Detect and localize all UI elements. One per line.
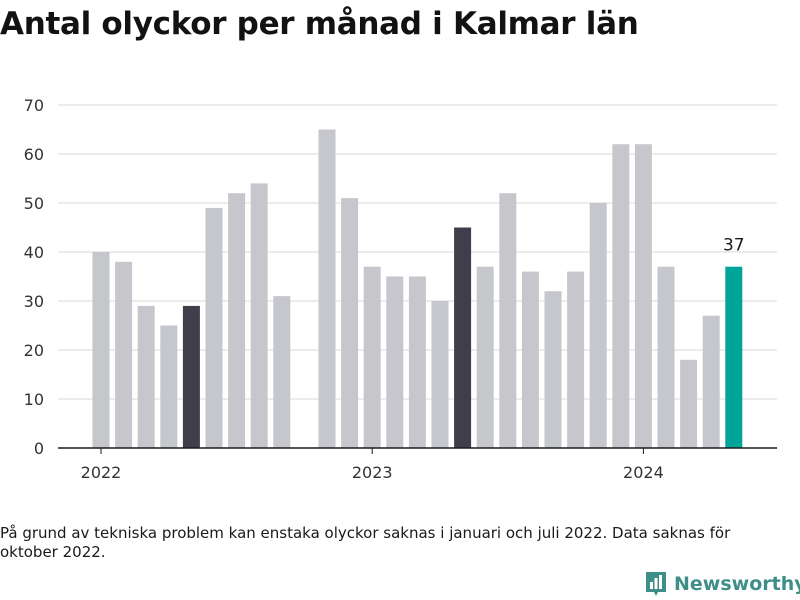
y-tick-label: 10 [24,390,44,409]
y-tick-label: 40 [24,243,44,262]
y-axis-tick-labels: 0 10 20 30 40 50 60 70 [24,96,44,458]
bar [137,305,155,448]
y-tick-label: 30 [24,292,44,311]
bar [476,266,494,448]
bar [702,315,720,448]
bar [589,203,607,448]
x-tick-label: 2024 [623,463,664,482]
bar [499,193,517,448]
x-tick-label: 2023 [352,463,393,482]
bar [363,266,381,448]
bar [115,261,133,448]
bar [182,305,200,448]
bar [341,198,359,448]
bar [228,193,246,448]
bars [92,129,743,448]
brand-name: Newsworthy [674,573,800,595]
bar [318,129,336,448]
bar [408,276,426,448]
annotations: 37 [723,236,745,256]
bar [521,271,539,448]
bar [92,252,110,448]
bar [612,144,630,448]
y-tick-label: 60 [24,145,44,164]
brand-logo[interactable]: Newsworthy [644,569,800,599]
bar [273,296,291,448]
bar [386,276,404,448]
y-tick-label: 20 [24,341,44,360]
bar [725,266,743,448]
bar [657,266,675,448]
bar [160,325,178,448]
y-tick-label: 0 [34,439,44,458]
newsworthy-logo-icon [646,572,666,596]
x-tick-label: 2022 [81,463,122,482]
footnote: På grund av tekniska problem kan enstaka… [0,524,731,561]
bar [544,291,562,448]
y-tick-label: 70 [24,96,44,115]
y-tick-label: 50 [24,194,44,213]
bar [205,207,223,448]
bar [680,359,698,448]
bar-chart: 0 10 20 30 40 50 60 70 2022 2023 2024 37 [24,96,777,482]
x-axis: 2022 2023 2024 [58,447,777,482]
bar [454,227,472,448]
bar [567,271,585,448]
bar [431,301,449,448]
data-label: 37 [723,236,745,256]
bar [634,144,652,448]
bar [250,183,268,448]
chart-title: Antal olyckor per månad i Kalmar län [0,6,639,42]
